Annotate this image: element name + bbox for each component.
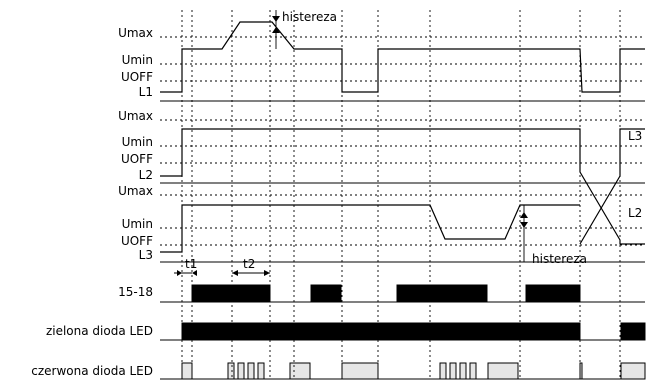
signal-l1 xyxy=(160,21,645,93)
histereza-label-bottom: histereza xyxy=(532,252,587,266)
label-relay: 15-18 xyxy=(118,285,153,299)
histereza-arrow-bottom-up xyxy=(520,212,528,218)
label-l3: L3 xyxy=(139,248,153,262)
label-red-led: czerwona dioda LED xyxy=(31,364,153,378)
relay-on-2 xyxy=(310,284,342,303)
label-t1: t1 xyxy=(185,257,197,271)
signal-l3 xyxy=(160,204,580,253)
red-led-on-2 xyxy=(341,362,379,380)
relay-track: 15-18 xyxy=(118,284,645,303)
label-umin-l2: Umin xyxy=(122,135,153,149)
red-led-blink-2d xyxy=(469,362,477,380)
red-led-blink-2b xyxy=(449,362,457,380)
red-led-blink-1b xyxy=(237,362,245,380)
label-uoff-l3: UOFF xyxy=(121,234,153,248)
panel-l2: Umax Umin UOFF L2 L3 xyxy=(118,109,645,245)
red-led-track: czerwona dioda LED xyxy=(31,362,646,380)
trace-label-l3: L3 xyxy=(628,129,642,143)
green-led-on-2 xyxy=(620,322,646,341)
panel-l3: Umax Umin UOFF L3 L2 histereza xyxy=(118,184,645,266)
label-l1: L1 xyxy=(139,85,153,99)
label-umin-l3: Umin xyxy=(122,217,153,231)
green-led-track: zielona dioda LED xyxy=(46,322,646,341)
red-led-pulse-1 xyxy=(181,362,193,380)
label-umax-l1: Umax xyxy=(118,26,153,40)
histereza-arrow-down xyxy=(272,16,280,22)
red-led-blink-1a xyxy=(227,362,235,380)
red-led-blink-1c xyxy=(247,362,255,380)
relay-on-3 xyxy=(396,284,488,303)
label-umin-l1: Umin xyxy=(122,53,153,67)
label-t2: t2 xyxy=(243,257,255,271)
red-led-blink-2c xyxy=(459,362,467,380)
t2-arrow-left xyxy=(232,270,238,276)
label-umax-l3: Umax xyxy=(118,184,153,198)
trace-label-l2: L2 xyxy=(628,206,642,220)
panel-l1: Umax Umin UOFF L1 histereza xyxy=(118,10,645,102)
signal-l2-upper xyxy=(160,128,645,245)
label-l2: L2 xyxy=(139,168,153,182)
label-uoff-l1: UOFF xyxy=(121,70,153,84)
red-led-blink-2a xyxy=(439,362,447,380)
histereza-arrow-bottom-down xyxy=(520,222,528,228)
relay-on-1 xyxy=(191,284,271,303)
time-markers: t1 t2 xyxy=(174,257,270,276)
histereza-label-top: histereza xyxy=(282,10,337,24)
signal-l2-cross xyxy=(579,128,645,245)
label-uoff-l2: UOFF xyxy=(121,152,153,166)
t1-arrow-left xyxy=(192,270,197,276)
time-guides xyxy=(181,10,621,380)
label-green-led: zielona dioda LED xyxy=(46,324,153,338)
t2-arrow-right xyxy=(264,270,270,276)
red-led-on-4 xyxy=(620,362,646,380)
red-led-on-1 xyxy=(289,362,311,380)
relay-on-4 xyxy=(525,284,581,303)
t1-arrow-right xyxy=(177,270,182,276)
histereza-arrow-up xyxy=(272,27,280,33)
label-umax-l2: Umax xyxy=(118,109,153,123)
red-led-blink-1d xyxy=(257,362,265,380)
red-led-on-3 xyxy=(487,362,519,380)
